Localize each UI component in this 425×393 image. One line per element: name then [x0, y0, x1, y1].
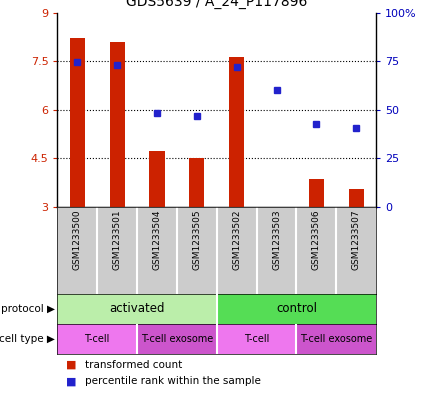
Text: cell type ▶: cell type ▶ [0, 334, 55, 344]
Text: GSM1233503: GSM1233503 [272, 210, 281, 270]
Bar [57, 324, 137, 354]
Text: GSM1233506: GSM1233506 [312, 210, 321, 270]
Bar [189, 158, 204, 207]
Bar [110, 42, 125, 207]
Text: T-cell exosome: T-cell exosome [300, 334, 372, 344]
Bar [217, 294, 376, 324]
Bar [70, 38, 85, 207]
Bar [217, 324, 296, 354]
Text: activated: activated [109, 302, 165, 316]
Title: GDS5639 / A_24_P117896: GDS5639 / A_24_P117896 [126, 0, 307, 9]
Text: T-cell: T-cell [244, 334, 269, 344]
Text: GSM1233505: GSM1233505 [193, 210, 201, 270]
Bar [229, 57, 244, 207]
Text: GSM1233502: GSM1233502 [232, 210, 241, 270]
Bar [348, 189, 364, 207]
Bar [137, 324, 217, 354]
Bar [296, 324, 376, 354]
Text: T-cell: T-cell [85, 334, 110, 344]
Text: protocol ▶: protocol ▶ [1, 304, 55, 314]
Text: transformed count: transformed count [85, 360, 182, 370]
Text: T-cell exosome: T-cell exosome [141, 334, 213, 344]
Text: GSM1233501: GSM1233501 [113, 210, 122, 270]
Bar [150, 151, 164, 207]
Text: GSM1233507: GSM1233507 [352, 210, 361, 270]
Text: GSM1233504: GSM1233504 [153, 210, 162, 270]
Text: GSM1233500: GSM1233500 [73, 210, 82, 270]
Text: ■: ■ [66, 376, 76, 386]
Text: percentile rank within the sample: percentile rank within the sample [85, 376, 261, 386]
Text: ■: ■ [66, 360, 76, 370]
Bar [309, 179, 324, 207]
Text: control: control [276, 302, 317, 316]
Bar [57, 294, 217, 324]
